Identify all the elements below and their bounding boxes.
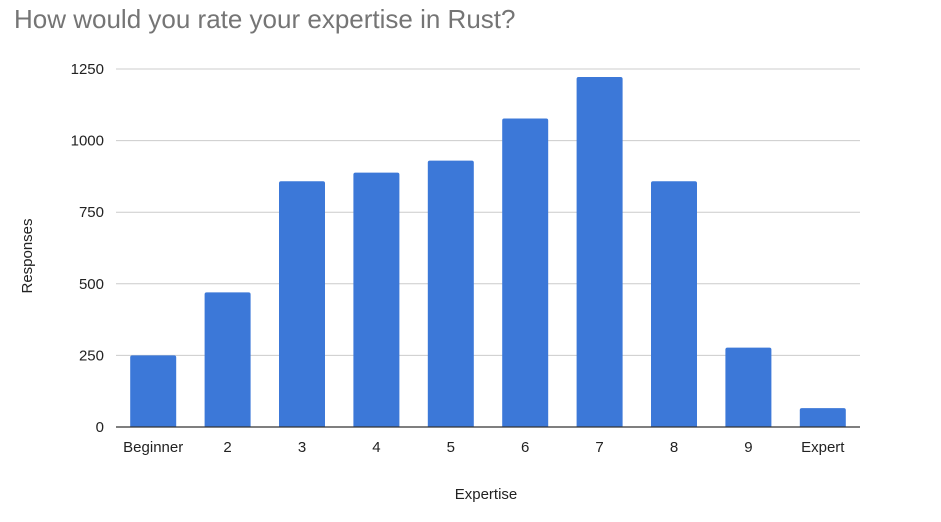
x-tick-label: 2 xyxy=(223,439,231,456)
x-axis-label: Expertise xyxy=(455,486,518,503)
x-tick-label: 6 xyxy=(521,439,529,456)
x-tick-label: 5 xyxy=(447,439,455,456)
bar-5 xyxy=(427,160,474,427)
y-tick-label: 500 xyxy=(79,276,104,293)
y-axis-label: Responses xyxy=(19,218,36,293)
y-tick-label: 750 xyxy=(79,204,104,221)
x-tick-label: Expert xyxy=(801,439,845,456)
x-tick-label: 7 xyxy=(595,439,603,456)
bar-9 xyxy=(725,347,772,427)
bar-7 xyxy=(576,77,623,428)
x-tick-labels: Beginner 2 3 4 5 6 7 8 9 Expert xyxy=(123,439,845,456)
bar-8 xyxy=(651,181,697,427)
bar-beginner xyxy=(130,355,177,427)
y-tick-label: 1250 xyxy=(71,61,104,78)
bar-6 xyxy=(502,118,549,427)
x-tick-label: 3 xyxy=(298,439,306,456)
chart-title: How would you rate your expertise in Rus… xyxy=(14,4,516,34)
x-tick-label: 4 xyxy=(372,439,380,456)
bar-expert xyxy=(799,408,846,427)
y-tick-label: 1000 xyxy=(71,133,104,150)
bar-2 xyxy=(204,292,251,427)
bars xyxy=(130,77,846,428)
y-tick-label: 0 xyxy=(96,419,104,436)
y-tick-labels: 0 250 500 750 1000 1250 xyxy=(71,61,104,436)
bar-4 xyxy=(353,172,400,427)
x-tick-label: Beginner xyxy=(123,439,183,456)
x-tick-label: 8 xyxy=(670,439,678,456)
y-tick-label: 250 xyxy=(79,347,104,364)
x-tick-label: 9 xyxy=(744,439,752,456)
bar-3 xyxy=(279,181,325,427)
